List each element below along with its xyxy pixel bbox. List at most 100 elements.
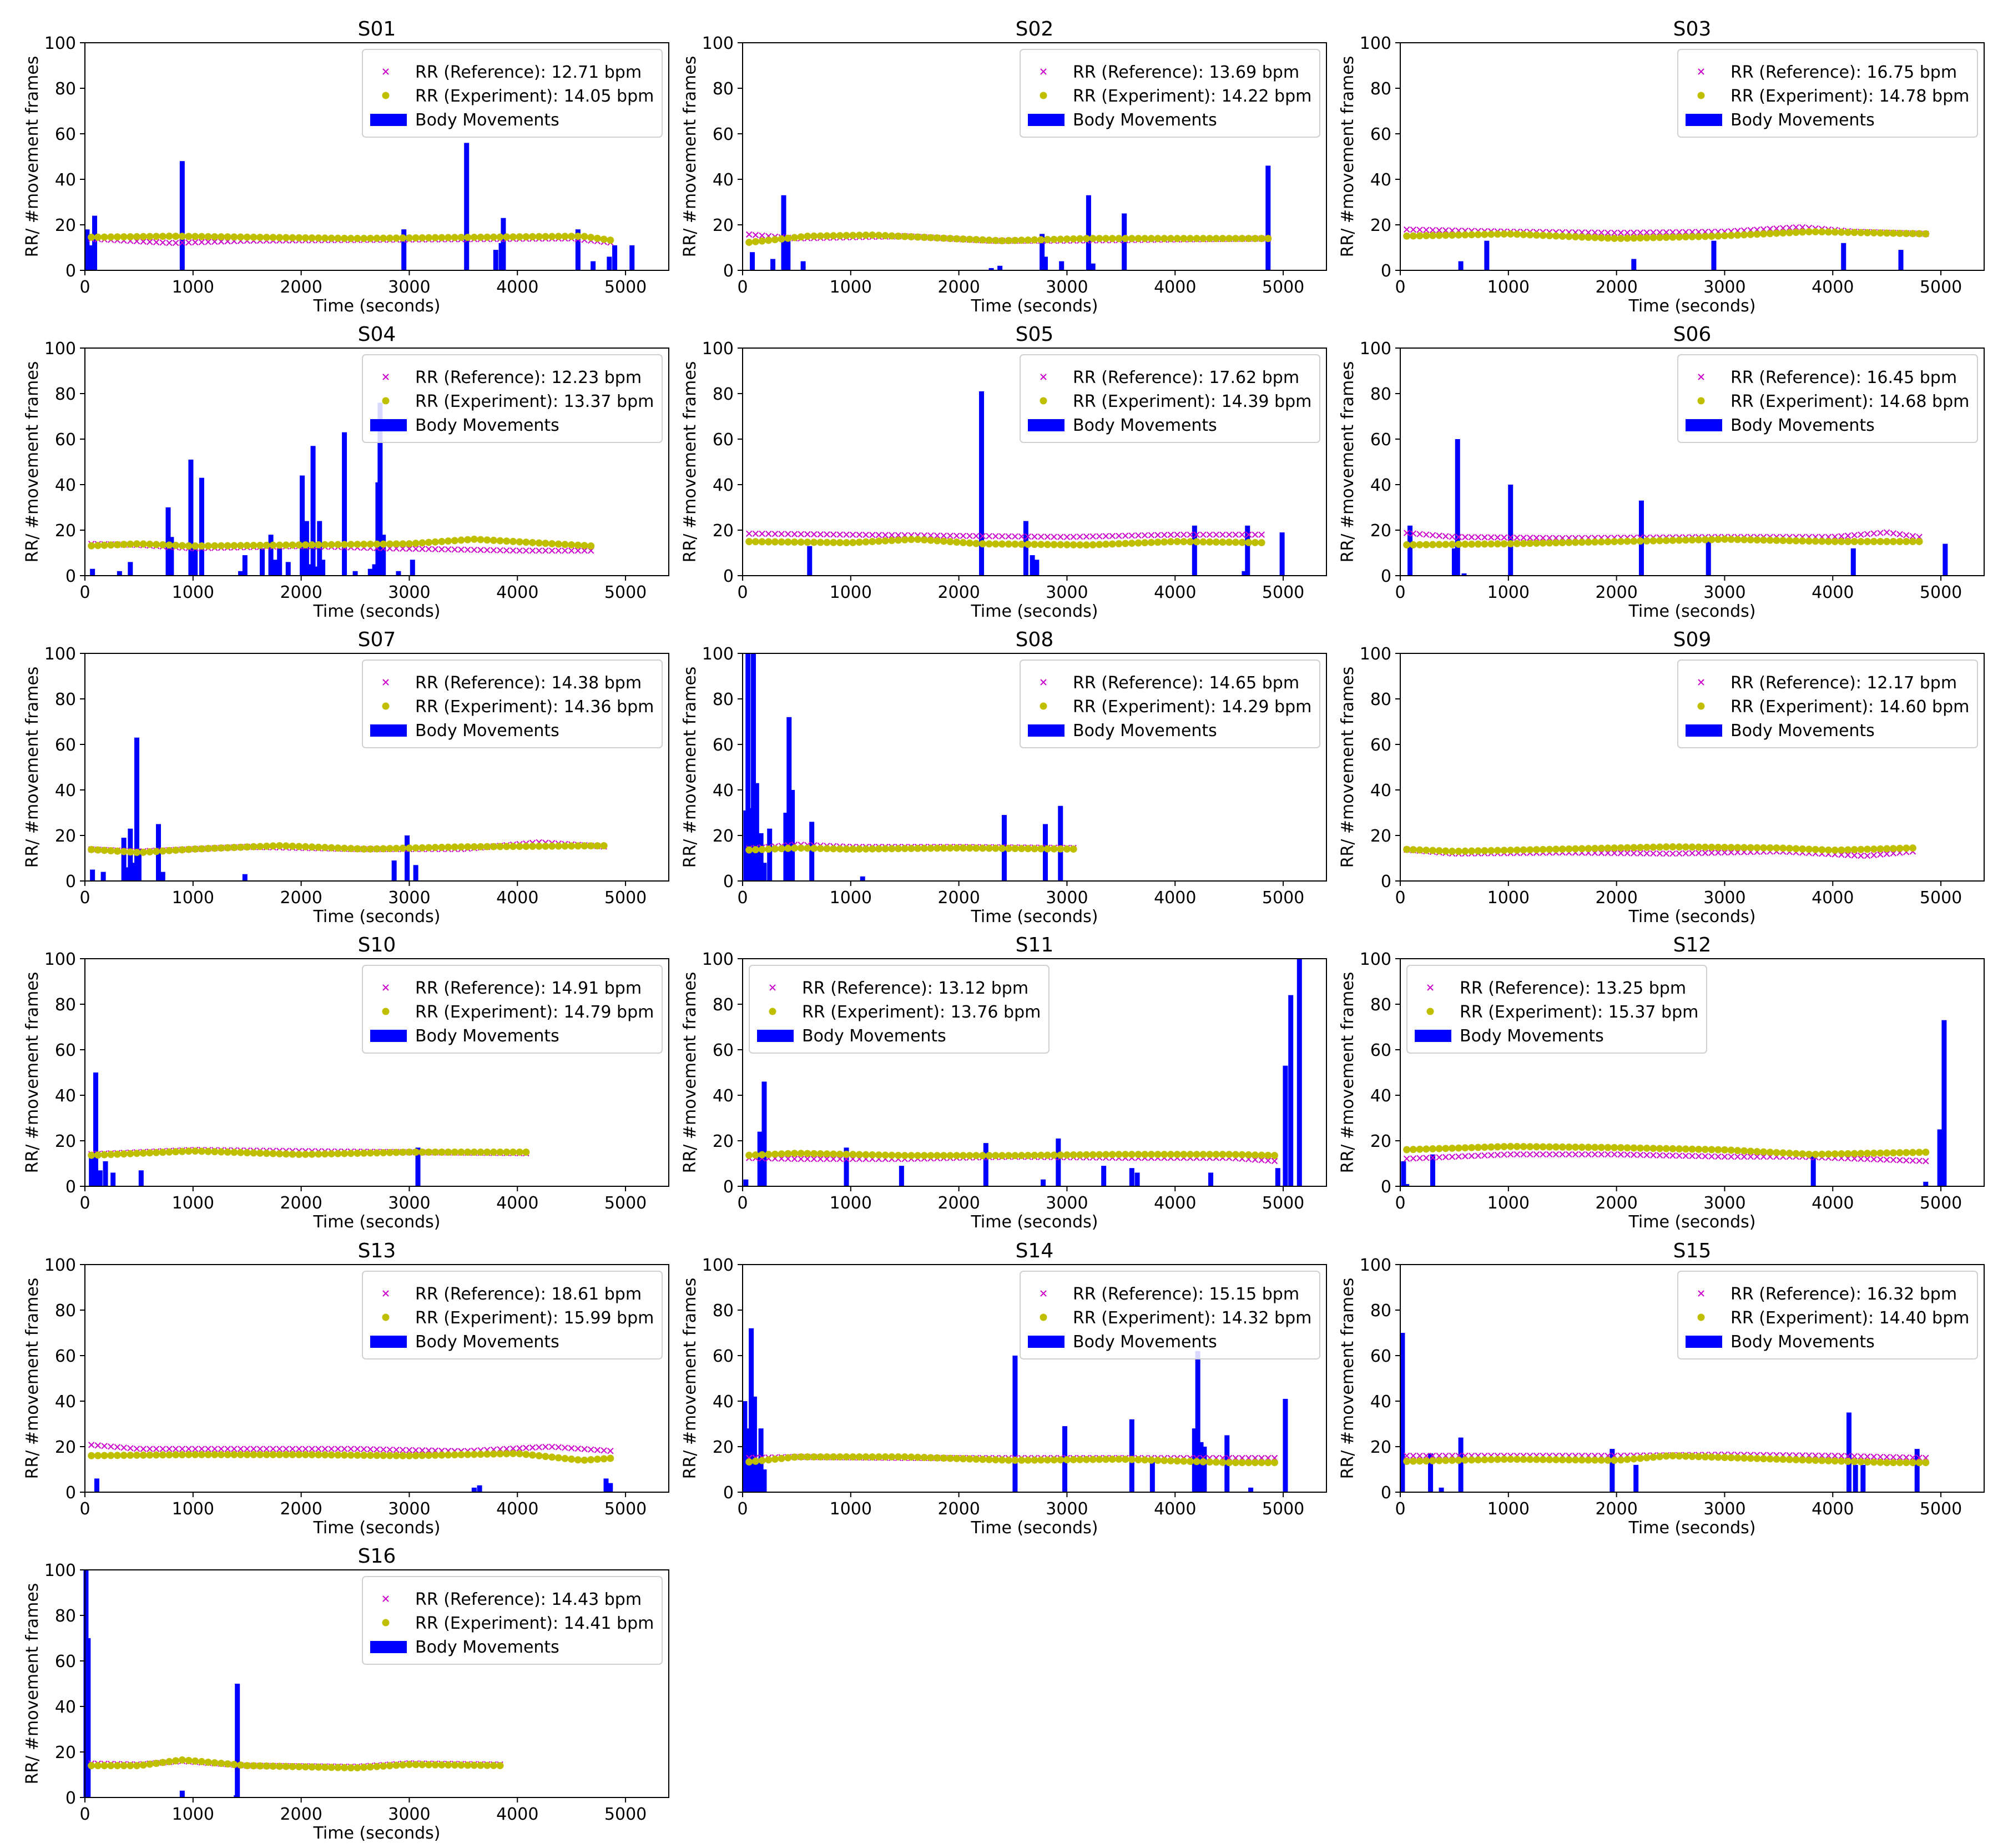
y-tick-label: 80 — [713, 690, 734, 709]
experiment-point — [1623, 844, 1631, 852]
experiment-point — [593, 234, 601, 242]
y-tick-label: 100 — [1360, 34, 1391, 53]
reference-point — [1708, 1153, 1715, 1160]
experiment-point — [153, 541, 160, 548]
experiment-point — [1617, 537, 1624, 545]
experiment-point — [959, 538, 967, 546]
experiment-point — [100, 233, 108, 241]
experiment-point — [127, 1762, 134, 1770]
experiment-point — [503, 1149, 511, 1156]
subplot-title: S14 — [1016, 1240, 1054, 1262]
experiment-point — [529, 233, 537, 240]
experiment-point — [1057, 1456, 1064, 1464]
reference-point — [1037, 533, 1045, 540]
reference-point — [979, 532, 986, 540]
experiment-point — [1844, 1457, 1852, 1465]
reference-point — [824, 531, 830, 538]
experiment-point — [308, 1763, 316, 1771]
legend-reference-label: RR (Reference): 12.71 bpm — [415, 63, 642, 82]
experiment-point — [542, 233, 549, 240]
reference-point — [1890, 1156, 1897, 1164]
experiment-point — [797, 1150, 805, 1157]
reference-point — [1877, 851, 1884, 858]
y-tick-label: 20 — [713, 216, 734, 235]
movement-bar — [124, 867, 130, 881]
experiment-point — [1636, 1144, 1644, 1152]
experiment-point — [503, 1450, 511, 1458]
experiment-point — [1251, 1151, 1259, 1159]
experiment-point — [1546, 1143, 1553, 1151]
experiment-point — [1889, 1149, 1897, 1157]
experiment-point — [354, 845, 361, 853]
experiment-point — [451, 843, 458, 851]
movement-bar — [1023, 521, 1028, 576]
experiment-point — [1487, 847, 1495, 854]
reference-point — [1682, 850, 1689, 857]
experiment-point — [425, 1761, 433, 1769]
reference-point — [1148, 532, 1155, 538]
experiment-point — [159, 541, 167, 548]
x-tick-label: 1000 — [830, 583, 872, 602]
experiment-point — [778, 235, 785, 243]
experiment-point — [165, 541, 173, 549]
subplot-title: S02 — [1016, 18, 1054, 41]
experiment-point — [1727, 536, 1735, 543]
experiment-point — [1611, 538, 1618, 546]
experiment-point — [263, 541, 270, 549]
experiment-point — [185, 1756, 193, 1764]
experiment-point — [94, 233, 102, 241]
experiment-point — [542, 540, 549, 547]
y-tick-label: 100 — [44, 950, 76, 969]
experiment-point — [1611, 1457, 1618, 1464]
experiment-point — [998, 1152, 1006, 1160]
y-tick-label: 60 — [55, 1652, 76, 1671]
movement-bar — [242, 555, 248, 576]
experiment-point — [1753, 536, 1761, 544]
movement-bars — [90, 737, 418, 881]
reference-point — [1844, 532, 1851, 539]
x-tick-label: 3000 — [1046, 888, 1088, 908]
movement-bar — [770, 259, 776, 270]
experiment-point — [217, 844, 225, 852]
experiment-point — [1785, 229, 1793, 236]
movement-bars — [743, 959, 1302, 1186]
experiment-point — [985, 1456, 993, 1463]
x-tick-label: 5000 — [604, 1805, 647, 1824]
experiment-point — [587, 542, 595, 550]
experiment-point — [321, 844, 329, 852]
movement-bar — [94, 1478, 99, 1492]
experiment-point — [816, 538, 824, 546]
experiment-point — [920, 1152, 928, 1160]
experiment-point — [568, 842, 576, 850]
experiment-point — [1766, 1455, 1774, 1463]
experiment-point — [1225, 1151, 1233, 1159]
experiment-point — [191, 233, 199, 240]
experiment-point — [1449, 231, 1456, 239]
experiment-point — [483, 843, 491, 850]
legend-movements-label: Body Movements — [1073, 416, 1217, 435]
experiment-point — [159, 1451, 167, 1459]
experiment-point — [301, 234, 309, 241]
experiment-point — [321, 1451, 329, 1459]
experiment-point — [380, 540, 387, 548]
movement-bar — [235, 1684, 240, 1797]
movement-bar — [1458, 261, 1464, 270]
experiment-point — [529, 1451, 537, 1459]
experiment-point — [946, 1152, 954, 1160]
experiment-point — [431, 1451, 439, 1459]
x-axis-label: Time (seconds) — [971, 1518, 1098, 1538]
reference-point — [1864, 1156, 1871, 1162]
reference-point — [1669, 850, 1676, 857]
experiment-point — [1238, 235, 1246, 243]
experiment-point — [392, 1761, 400, 1769]
experiment-point — [204, 1451, 212, 1458]
experiment-point — [810, 232, 818, 240]
experiment-point — [849, 231, 857, 239]
movement-bars — [1400, 1333, 1920, 1492]
movement-bar — [755, 1460, 760, 1492]
experiment-point — [959, 1455, 967, 1463]
experiment-point — [490, 843, 497, 850]
reference-point — [895, 532, 902, 538]
experiment-point — [966, 1152, 973, 1160]
